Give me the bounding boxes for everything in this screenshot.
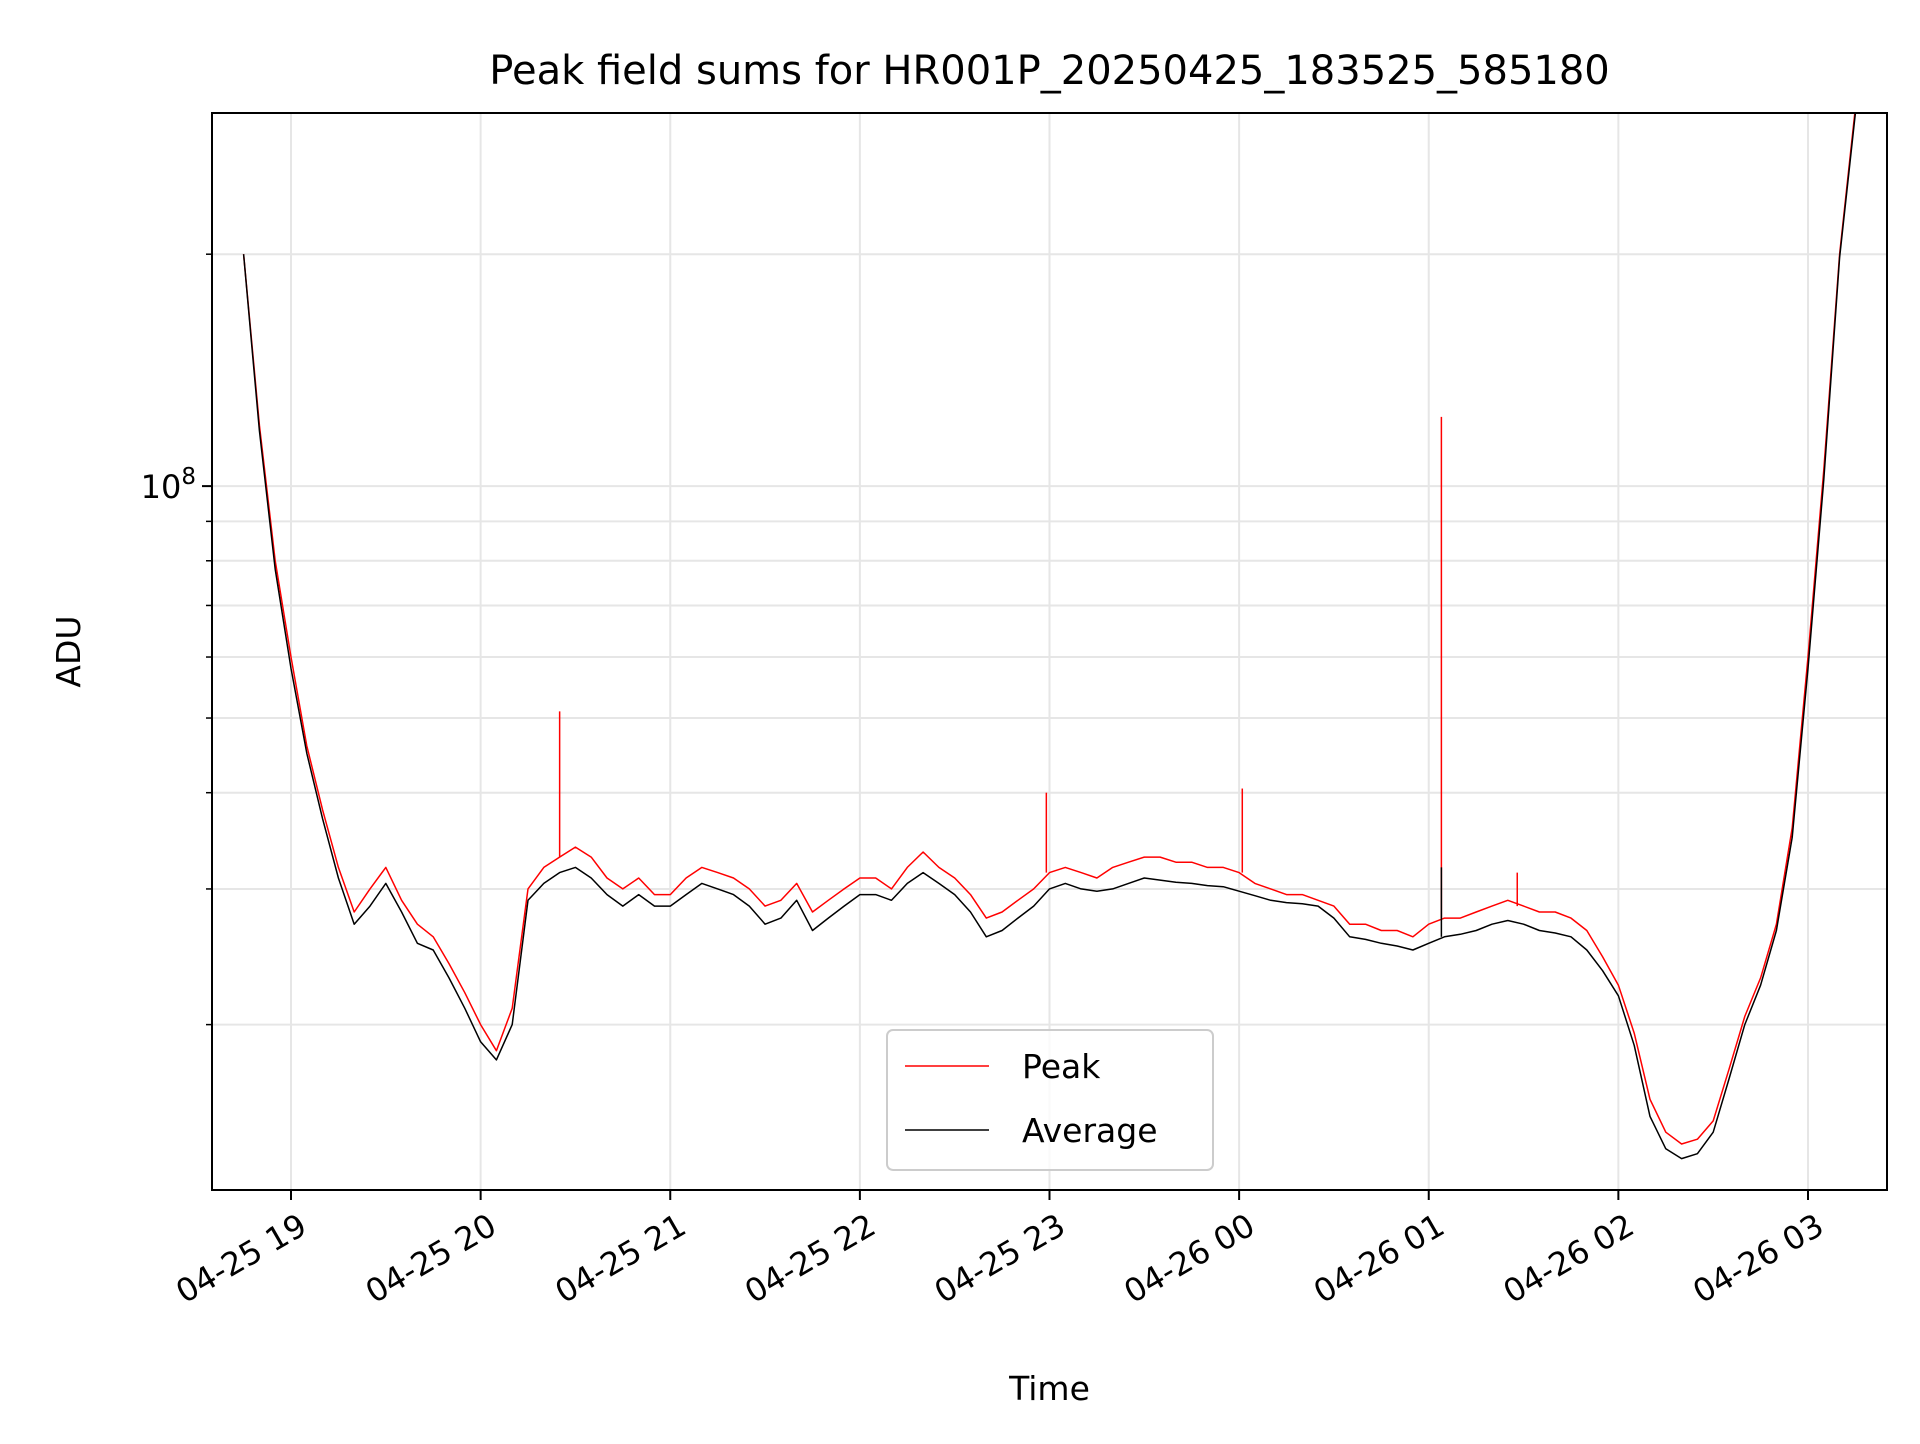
y-tick-label-base: 10 [141,468,182,506]
series-layer [242,113,1857,1160]
series-line-peak [242,113,1856,1145]
legend: Peak Average [886,1029,1214,1171]
chart-title: Peak field sums for HR001P_20250425_1835… [489,48,1609,94]
legend-label-peak: Peak [1022,1047,1101,1086]
y-tick-label: 108 [141,464,196,506]
y-tick-label-exponent: 8 [181,464,196,490]
series-line-average [242,113,1857,1160]
y-axis-title: ADU [49,615,88,687]
legend-label-average: Average [1022,1111,1158,1150]
legend-box [886,1029,1214,1171]
x-axis-title: Time [1008,1369,1090,1408]
